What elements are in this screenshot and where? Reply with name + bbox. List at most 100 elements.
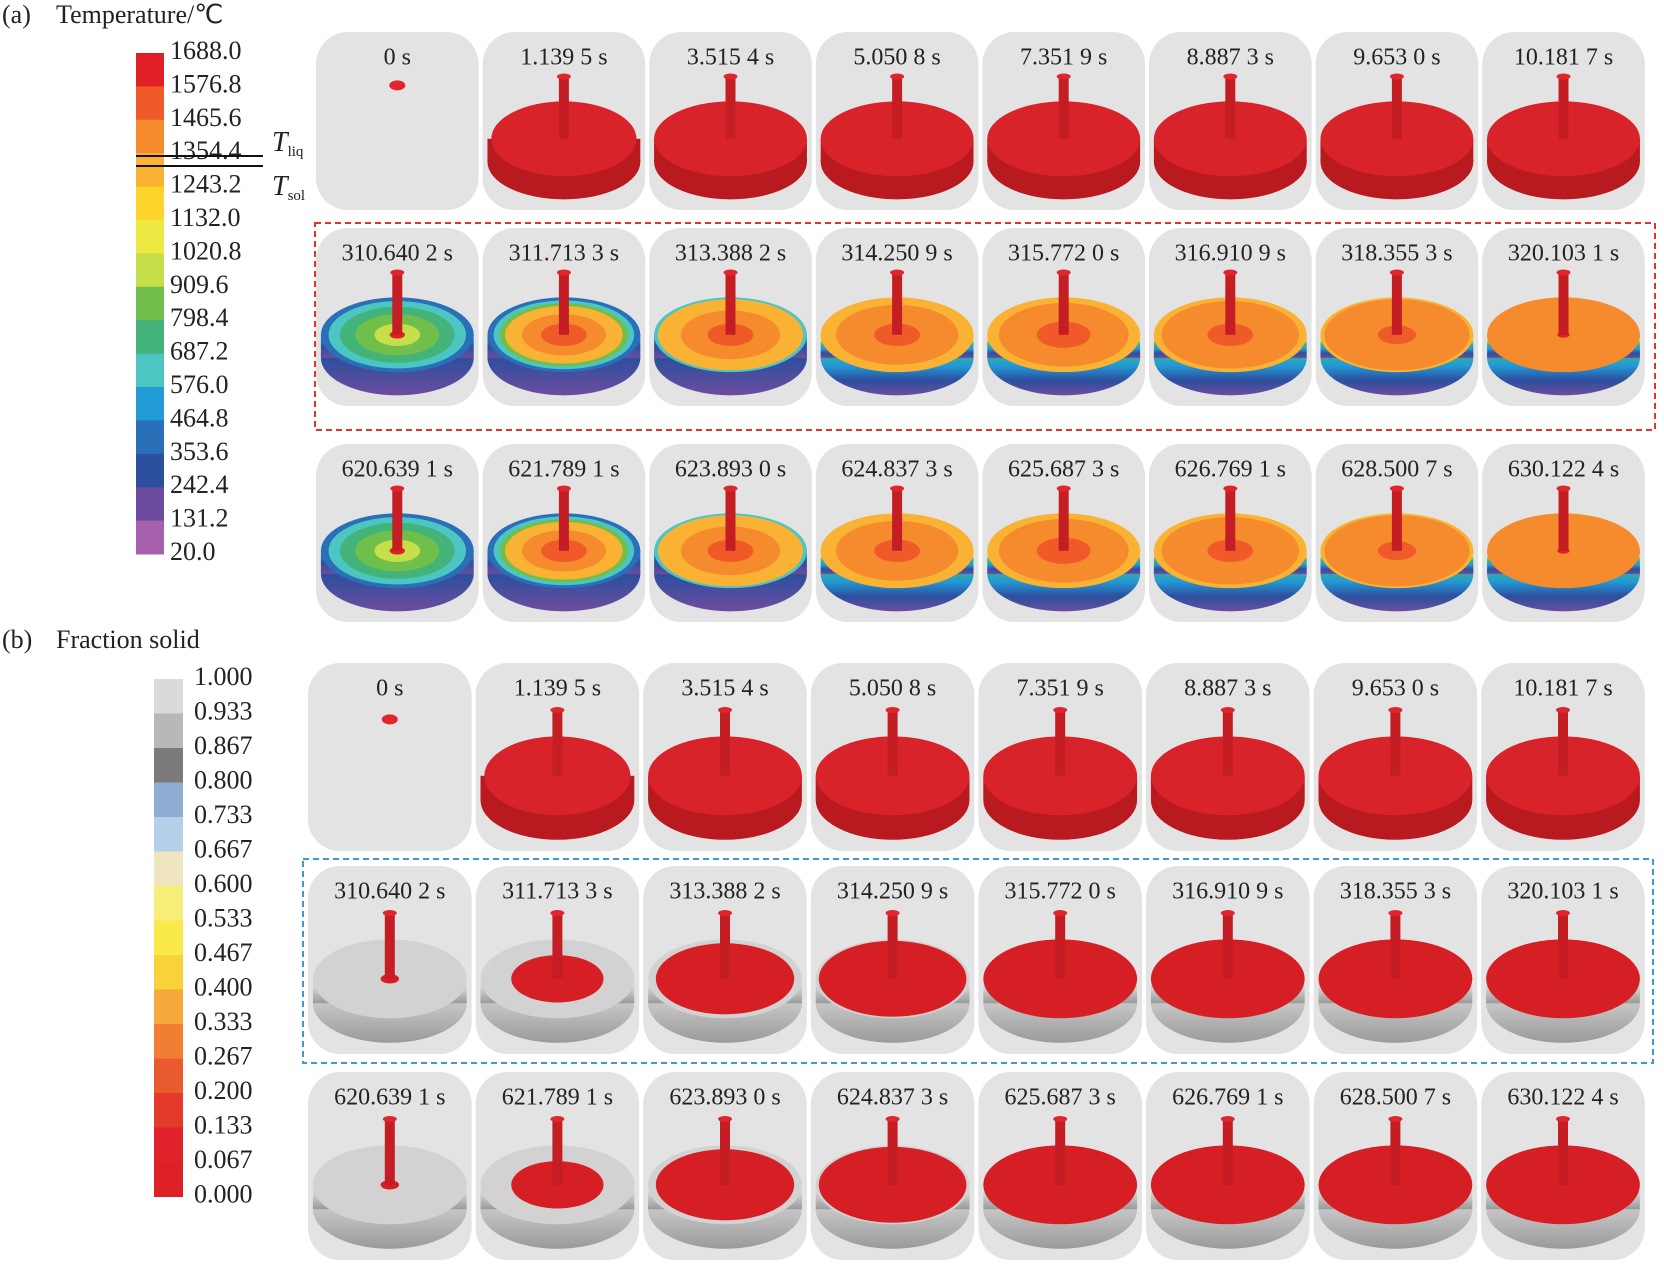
disc-top xyxy=(815,736,970,816)
sprue xyxy=(1390,913,1401,979)
colorbar-segment xyxy=(136,320,164,355)
disc-top xyxy=(1318,736,1473,816)
disc-top xyxy=(1486,736,1640,816)
colorbar-label: 1354.4 xyxy=(170,136,242,165)
colorbar-segment xyxy=(154,1024,183,1059)
disc-ring xyxy=(1377,541,1417,561)
sprue-top xyxy=(1056,269,1071,276)
time-label: 620.639 1 s xyxy=(334,1085,445,1111)
colorbar-segment xyxy=(136,387,164,421)
time-label: 621.789 1 s xyxy=(508,457,619,483)
colorbar-label: 131.2 xyxy=(170,504,229,533)
colorbar-segment xyxy=(136,153,164,188)
colorbar-label: 1688.0 xyxy=(170,36,242,65)
colorbar-segment xyxy=(136,119,164,154)
colorbar-segment xyxy=(136,487,164,522)
colorbar-label: 909.6 xyxy=(170,270,229,299)
colorbar-segment xyxy=(136,420,164,455)
sprue-top xyxy=(1053,1116,1068,1122)
sprue-top xyxy=(885,707,900,713)
panel-label: (a) xyxy=(2,0,31,29)
sprue xyxy=(1391,488,1402,551)
sprue-top xyxy=(885,1116,900,1122)
sprue xyxy=(887,1119,898,1185)
droplet xyxy=(381,714,398,725)
time-label: 0 s xyxy=(384,45,411,71)
colorbar-label: 0.200 xyxy=(194,1076,253,1105)
time-label: 628.500 7 s xyxy=(1340,1085,1451,1111)
colorbar-segment xyxy=(154,1093,183,1128)
colorbar-label: 242.4 xyxy=(170,470,229,499)
sprue xyxy=(552,710,563,776)
highlight-box xyxy=(302,858,1654,1064)
sprue-top xyxy=(556,269,571,276)
sprue-top xyxy=(885,910,900,916)
sprue-top xyxy=(390,485,405,492)
sprue-top xyxy=(556,485,571,492)
colorbar-segment xyxy=(154,955,183,990)
sprue-top xyxy=(1220,910,1235,916)
sprue xyxy=(1225,488,1236,551)
colorbar-label: 20.0 xyxy=(170,537,216,566)
sprue xyxy=(1558,1119,1568,1185)
sprue-top xyxy=(1556,1116,1570,1122)
sprue-top xyxy=(1389,485,1404,492)
colorbar-label: 1243.2 xyxy=(170,170,242,199)
time-label: 7.351 9 s xyxy=(1017,676,1104,702)
disc-melt xyxy=(1318,939,1473,1019)
sprue xyxy=(1055,1119,1066,1185)
sprue-top xyxy=(1388,1116,1403,1122)
sprue xyxy=(892,488,903,551)
disc-top xyxy=(484,736,631,816)
sprue xyxy=(725,272,736,335)
sprue-top xyxy=(1556,73,1571,80)
time-label: 0 s xyxy=(376,676,403,702)
time-label: 10.181 7 s xyxy=(1513,676,1612,702)
colorbar-segment xyxy=(136,453,164,488)
sprue xyxy=(1390,710,1401,776)
colorbar-segment xyxy=(154,817,183,852)
time-label: 315.772 0 s xyxy=(1005,879,1116,905)
sprue xyxy=(558,76,569,139)
sprue xyxy=(887,913,898,979)
time-label: 314.250 9 s xyxy=(837,879,948,905)
sprue-top xyxy=(556,73,571,80)
sprue-top xyxy=(1223,73,1238,80)
sprue xyxy=(1558,272,1569,335)
sprue-top xyxy=(382,1116,397,1122)
sprue xyxy=(720,710,730,776)
time-label: 318.355 3 s xyxy=(1341,241,1452,267)
time-label: 8.887 3 s xyxy=(1184,676,1271,702)
sprue xyxy=(392,272,403,335)
colorbar-label: 1132.0 xyxy=(170,203,241,232)
sprue-top xyxy=(1223,269,1238,276)
sprue xyxy=(1558,488,1569,551)
sprue xyxy=(1558,76,1569,139)
sprue-top xyxy=(718,707,732,713)
time-label: 1.139 5 s xyxy=(520,45,607,71)
time-label: 626.769 1 s xyxy=(1175,457,1286,483)
sprue-top xyxy=(718,910,732,916)
sprue xyxy=(1222,913,1233,979)
colorbar-segment xyxy=(154,1162,183,1197)
sprue xyxy=(1222,1119,1233,1185)
time-label: 7.351 9 s xyxy=(1020,45,1107,71)
sprue xyxy=(725,488,736,551)
disc-melt xyxy=(1486,939,1640,1019)
sprue-top xyxy=(1388,910,1403,916)
sprue xyxy=(720,913,730,979)
time-label: 318.355 3 s xyxy=(1340,879,1451,905)
disc-top xyxy=(1150,736,1305,816)
colorbar-segment xyxy=(136,53,164,87)
sprue-top xyxy=(1556,269,1571,276)
sprue-top xyxy=(723,485,738,492)
colorbar-label: 353.6 xyxy=(170,437,229,466)
colorbar-segment xyxy=(154,886,183,921)
sprue xyxy=(1222,710,1233,776)
time-label: 310.640 2 s xyxy=(342,241,453,267)
colorbar-label: 0.600 xyxy=(194,869,253,898)
colorbar-segment xyxy=(154,1058,183,1094)
sprue xyxy=(552,913,563,979)
cell-background xyxy=(308,663,472,851)
sprue-top xyxy=(382,910,397,916)
